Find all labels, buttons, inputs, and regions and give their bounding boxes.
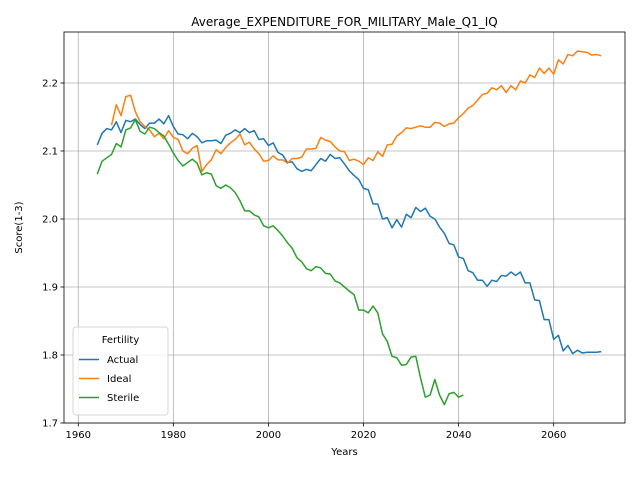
- x-tick-label: 2000: [256, 430, 281, 441]
- y-tick-label: 2.2: [42, 79, 58, 90]
- x-tick-label: 2020: [351, 430, 376, 441]
- series-lines: [96, 50, 602, 406]
- chart-title: Average_EXPENDITURE_FOR_MILITARY_Male_Q1…: [191, 15, 498, 29]
- x-tick-label: 2060: [541, 430, 566, 441]
- legend-label-actual: Actual: [107, 355, 138, 366]
- legend: Fertility Actual Ideal Sterile: [72, 326, 169, 416]
- y-axis-label: Score(1-3): [14, 201, 25, 253]
- x-tick-label: 1980: [161, 430, 186, 441]
- x-tick-label: 1960: [66, 430, 91, 441]
- y-tick-label: 1.8: [42, 351, 58, 362]
- x-tick-label: 2040: [446, 430, 471, 441]
- series-line-ideal: [110, 50, 602, 173]
- axis-ticks: 1960 1980 2000 2020 2040 2060 1.7 1.8 1.9 2.0 2.1 2…: [42, 79, 566, 442]
- x-axis-label: Years: [330, 447, 357, 458]
- plot-frame: [63, 31, 626, 424]
- legend-title: Fertility: [102, 335, 140, 346]
- series-line-actual: [96, 114, 602, 355]
- y-tick-label: 1.7: [42, 419, 58, 430]
- y-tick-label: 2.1: [42, 147, 58, 158]
- legend-box: [72, 326, 169, 416]
- y-tick-label: 2.0: [42, 215, 58, 226]
- series-line-sterile: [96, 118, 464, 406]
- legend-label-ideal: Ideal: [107, 374, 131, 385]
- legend-label-sterile: Sterile: [107, 393, 139, 404]
- y-tick-label: 1.9: [42, 283, 58, 294]
